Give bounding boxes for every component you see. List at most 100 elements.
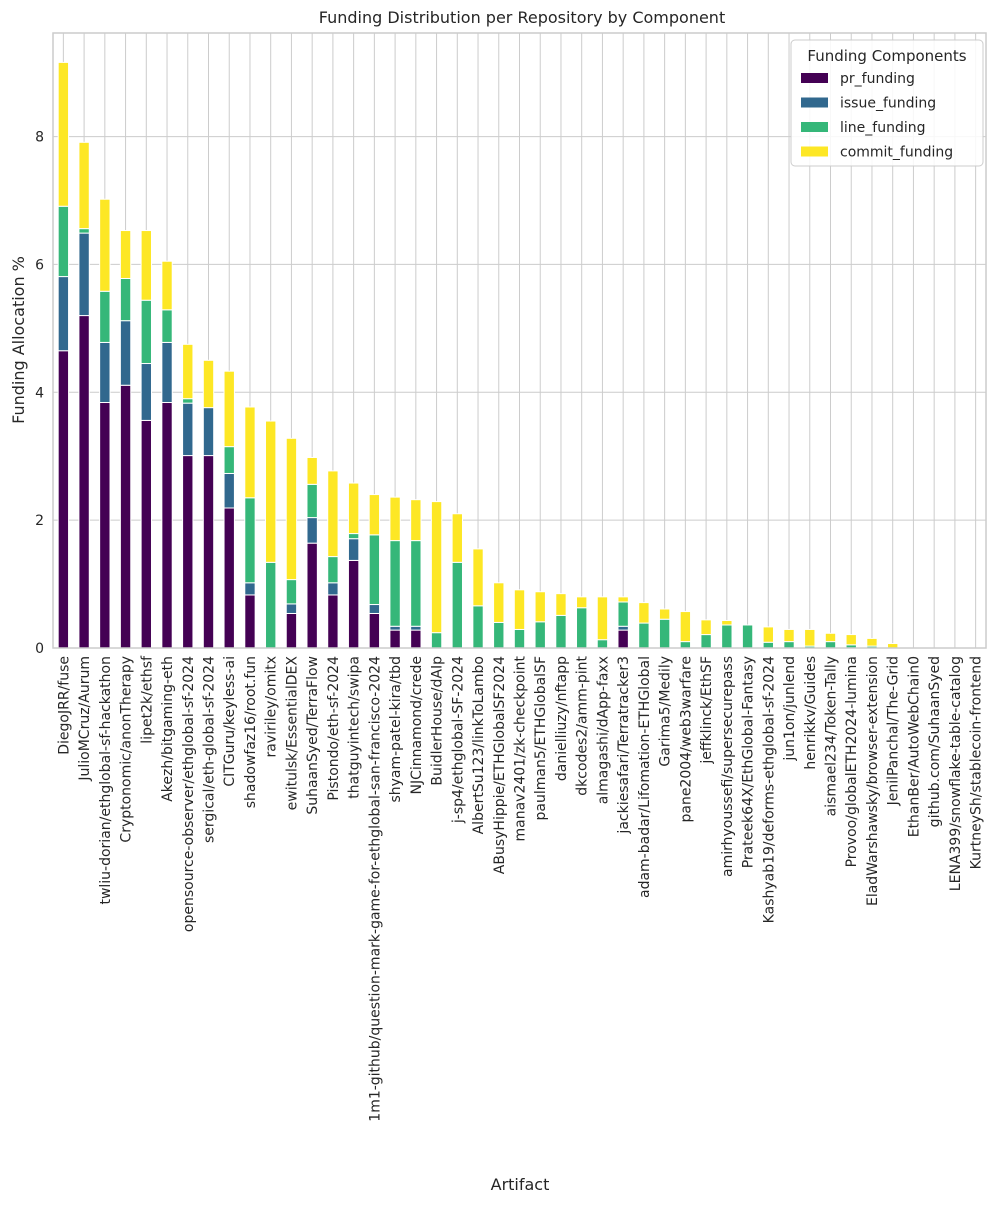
x-tick-label: pane2004/web3warfare <box>678 656 694 823</box>
bar-segment-issue_funding <box>410 625 422 631</box>
bar-segment-pr_funding <box>119 384 132 649</box>
x-tick-label: amirhyoussefi/supersecurepass <box>720 656 736 877</box>
y-tick-label: 0 <box>35 641 44 657</box>
bar-segment-commit_funding <box>140 230 152 301</box>
bar-segment-line_funding <box>78 228 90 234</box>
bar-segment-commit_funding <box>161 260 173 311</box>
bar-segment-commit_funding <box>472 548 484 607</box>
bar-segment-commit_funding <box>202 359 215 409</box>
bar-segment-commit_funding <box>347 482 360 535</box>
x-tick-label: Pistondo/eth-sf-2024 <box>326 656 342 801</box>
bar-segment-issue_funding <box>306 517 318 544</box>
bar-segment-line_funding <box>368 534 381 606</box>
bar-segment-commit_funding <box>99 198 111 292</box>
y-tick-label: 2 <box>35 513 44 529</box>
bar-segment-issue_funding <box>140 363 152 421</box>
bar-segment-line_funding <box>244 497 256 584</box>
bar-segment-commit_funding <box>327 470 339 558</box>
legend-title: Funding Components <box>807 47 966 65</box>
bar-segment-line_funding <box>161 309 173 343</box>
bar-segment-issue_funding <box>368 604 381 614</box>
legend-box <box>790 39 984 167</box>
bar-segment-commit_funding <box>285 437 298 581</box>
bar-segment-commit_funding <box>451 513 463 563</box>
bar-segment-issue_funding <box>617 625 629 631</box>
bar-segment-pr_funding <box>182 455 194 649</box>
legend-entry: pr_funding <box>840 71 915 87</box>
x-tick-label: paulman5/ETHGlobalSF <box>533 656 549 820</box>
bar-segment-commit_funding <box>866 637 878 647</box>
bar-segment-commit_funding <box>57 61 70 207</box>
bar-segment-line_funding <box>493 621 505 649</box>
bar-segment-issue_funding <box>182 402 194 457</box>
bar-segment-line_funding <box>57 205 70 278</box>
x-tick-label: BuidlerHouse/dAIp <box>430 656 446 786</box>
bar-segment-line_funding <box>679 641 692 649</box>
bar-segment-pr_funding <box>327 594 339 649</box>
x-tick-label: henrikkv/Guides <box>803 656 819 770</box>
legend: Funding Components pr_funding issue_fundin… <box>790 39 984 167</box>
x-tick-label: raviriley/omitx <box>264 656 280 758</box>
x-tick-label: adam-badar/Lifomation-ETHGlobal <box>637 656 653 898</box>
bar-segment-line_funding <box>119 277 132 322</box>
bar-segment-pr_funding <box>78 315 90 649</box>
x-tick-label: manav2401/zk-checkpoint <box>513 655 529 841</box>
bar-segment-line_funding <box>783 641 795 649</box>
x-tick-label: jackiesafari/Terratracker3 <box>616 656 632 835</box>
bar-segment-commit_funding <box>78 141 90 230</box>
bar-segment-line_funding <box>430 632 443 649</box>
x-tick-label: github.com/SuhaanSyed <box>927 656 943 827</box>
bar-segment-line_funding <box>265 561 277 649</box>
bar-segment-line_funding <box>741 624 754 649</box>
x-tick-label: lipet2k/ethsf <box>139 655 155 744</box>
x-tick-label: JenilPanchal/The-Grid <box>886 656 902 806</box>
bar-segment-commit_funding <box>244 406 256 499</box>
legend-swatch <box>801 97 828 108</box>
bar-segment-commit_funding <box>638 602 650 624</box>
y-axis-label: Funding Allocation % <box>9 256 28 424</box>
bar-segment-commit_funding <box>658 608 671 620</box>
bar-segment-issue_funding <box>57 276 70 352</box>
x-tick-label: NJCinnamond/crede <box>409 656 425 795</box>
x-tick-label: dkcodes2/amm-pint <box>575 656 591 796</box>
bar-segment-pr_funding <box>617 629 629 649</box>
bar-segment-commit_funding <box>679 611 692 643</box>
x-tick-label: opensource-observer/ethglobal-sf-2024 <box>181 656 197 932</box>
x-tick-label: Akezh/bitgaming-eth <box>160 656 176 802</box>
bar-segment-commit_funding <box>493 582 505 623</box>
bar-segment-pr_funding <box>410 629 422 649</box>
bar-segment-commit_funding <box>783 628 795 643</box>
x-tick-label: KurtneySh/stablecoin-frontend <box>969 656 985 869</box>
x-tick-label: Garima5/Medily <box>658 656 674 767</box>
bar-segment-line_funding <box>223 446 235 474</box>
bar-segment-commit_funding <box>700 619 712 636</box>
x-tick-label: jeffklinck/EthSF <box>699 656 715 765</box>
bar-segment-line_funding <box>389 540 401 627</box>
x-tick-label: sergical/eth-global-sf-2024 <box>202 656 218 843</box>
x-tick-label: EthanBer/AutoWebChain0 <box>906 656 922 837</box>
x-tick-label: thatguyintech/swipa <box>347 656 363 799</box>
bar-segment-pr_funding <box>244 594 256 649</box>
x-tick-label: Kashyab19/deforms-ethglobal-sf-2024 <box>761 656 777 923</box>
bar-segment-commit_funding <box>306 456 318 485</box>
chart-title: Funding Distribution per Repository by C… <box>319 8 725 27</box>
bar-segment-issue_funding <box>327 582 339 596</box>
x-tick-label: shadowfaz16/root.fun <box>243 656 259 808</box>
bar-segment-commit_funding <box>804 628 816 647</box>
bar-segment-commit_funding <box>596 596 609 641</box>
bar-segment-issue_funding <box>99 341 111 404</box>
bar-segment-line_funding <box>534 621 546 649</box>
bar-segment-pr_funding <box>347 559 360 649</box>
bar-segment-line_funding <box>638 622 650 649</box>
x-tick-label: almagashi/dApp-faxx <box>595 656 611 804</box>
x-axis-label: Artifact <box>491 1175 550 1194</box>
bar-segment-issue_funding <box>223 472 235 509</box>
bar-segment-line_funding <box>140 299 152 365</box>
bar-segment-commit_funding <box>845 634 857 646</box>
bar-segment-issue_funding <box>244 582 256 596</box>
bar-segment-commit_funding <box>119 230 132 279</box>
bar-segment-commit_funding <box>389 496 401 542</box>
y-tick-label: 4 <box>35 385 44 401</box>
x-tick-label: twliu-dorian/ethglobal-sf-hackathon <box>98 656 114 905</box>
x-tick-label: ABusyHippie/ETHGlobalSF2024 <box>492 656 508 874</box>
